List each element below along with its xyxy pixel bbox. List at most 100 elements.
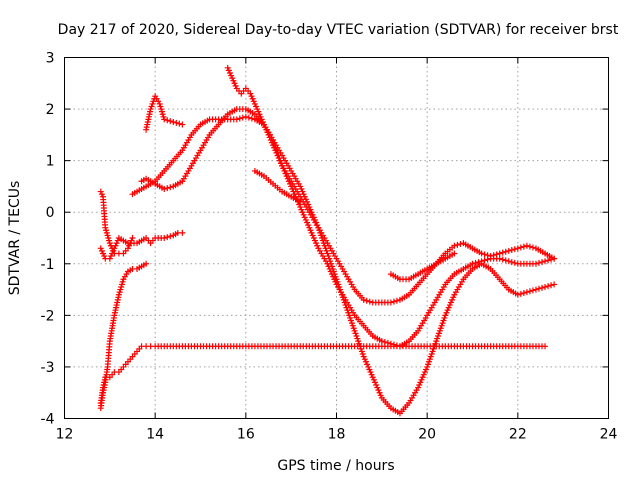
data-point xyxy=(475,259,482,266)
series-pass-j xyxy=(387,250,458,283)
data-point xyxy=(542,258,549,265)
data-point xyxy=(499,249,506,256)
x-tick-label: 24 xyxy=(600,427,618,443)
data-point xyxy=(523,289,530,296)
data-point xyxy=(532,260,539,267)
data-point xyxy=(529,244,536,251)
data-point xyxy=(360,296,367,303)
data-point xyxy=(523,242,530,249)
y-tick-label: -1 xyxy=(41,257,55,273)
chart-title: Day 217 of 2020, Sidereal Day-to-day VTE… xyxy=(58,22,619,38)
data-point xyxy=(539,259,546,266)
data-point xyxy=(454,241,461,248)
data-point xyxy=(526,288,533,295)
y-tick-label: -3 xyxy=(41,360,55,376)
data-point xyxy=(161,186,168,193)
data-point xyxy=(457,241,464,248)
data-point xyxy=(236,115,243,122)
data-point xyxy=(508,247,515,254)
data-point xyxy=(535,259,542,266)
data-point xyxy=(493,251,500,258)
data-point xyxy=(469,260,476,267)
plot-frame xyxy=(64,57,609,419)
data-point xyxy=(164,234,171,241)
data-point xyxy=(239,114,246,121)
data-point xyxy=(520,290,527,297)
data-point xyxy=(297,198,304,205)
data-point xyxy=(451,250,458,257)
data-point xyxy=(505,247,512,254)
data-point xyxy=(539,284,546,291)
y-tick-label: 2 xyxy=(46,102,55,118)
data-point xyxy=(526,243,533,250)
data-point xyxy=(551,255,558,262)
data-point xyxy=(499,256,506,263)
data-point xyxy=(514,245,521,252)
data-point xyxy=(502,248,509,255)
data-point xyxy=(514,291,521,298)
data-point xyxy=(520,243,527,250)
x-tick-label: 22 xyxy=(509,427,527,443)
data-point xyxy=(245,114,252,121)
data-point xyxy=(242,113,249,120)
data-point xyxy=(390,298,397,305)
data-point xyxy=(381,339,388,346)
y-tick-label: -4 xyxy=(41,412,55,428)
data-point xyxy=(161,235,168,241)
data-point xyxy=(542,343,549,350)
data-point xyxy=(164,117,171,124)
data-point xyxy=(535,285,542,292)
data-point xyxy=(393,297,400,304)
data-point xyxy=(478,250,485,257)
data-point xyxy=(167,118,174,125)
data-point xyxy=(545,257,552,264)
data-point xyxy=(545,283,552,290)
data-point xyxy=(248,115,255,122)
data-point xyxy=(129,235,136,241)
data-point xyxy=(505,258,512,265)
y-tick-label: 1 xyxy=(46,154,55,170)
data-point xyxy=(532,286,539,293)
series-pass-c xyxy=(97,260,150,412)
data-point xyxy=(233,116,240,123)
data-point xyxy=(143,260,150,267)
x-tick-label: 20 xyxy=(418,427,436,443)
x-tick-label: 16 xyxy=(237,427,255,443)
data-point xyxy=(472,259,479,266)
y-tick-label: 3 xyxy=(46,51,55,67)
data-point xyxy=(542,283,549,290)
data-point xyxy=(167,184,174,191)
series-pass-g xyxy=(143,93,186,133)
data-point xyxy=(164,185,171,192)
data-point xyxy=(529,287,536,294)
data-point xyxy=(363,297,370,304)
series-pass-h xyxy=(224,64,558,306)
data-point xyxy=(390,341,397,348)
data-points xyxy=(97,64,558,417)
data-point xyxy=(176,120,183,127)
series-pass-f xyxy=(138,106,558,417)
x-axis-label: GPS time / hours xyxy=(277,458,394,474)
data-point xyxy=(179,229,186,236)
series-pass-d xyxy=(97,188,136,257)
x-tick-label: 12 xyxy=(56,427,74,443)
data-point xyxy=(173,119,180,126)
y-tick-label: 0 xyxy=(46,205,55,221)
data-point xyxy=(496,255,503,262)
data-point xyxy=(393,342,400,349)
data-point xyxy=(179,121,186,128)
data-point xyxy=(161,116,168,123)
data-point xyxy=(511,259,518,266)
data-point xyxy=(490,252,497,259)
data-point xyxy=(481,251,488,258)
data-point xyxy=(387,299,394,306)
data-point xyxy=(502,257,509,264)
data-point xyxy=(487,253,494,260)
x-tick-label: 14 xyxy=(146,427,164,443)
data-point xyxy=(551,281,558,288)
data-point xyxy=(496,250,503,257)
series-pass-a xyxy=(97,229,186,262)
series-pass-b xyxy=(97,343,549,407)
